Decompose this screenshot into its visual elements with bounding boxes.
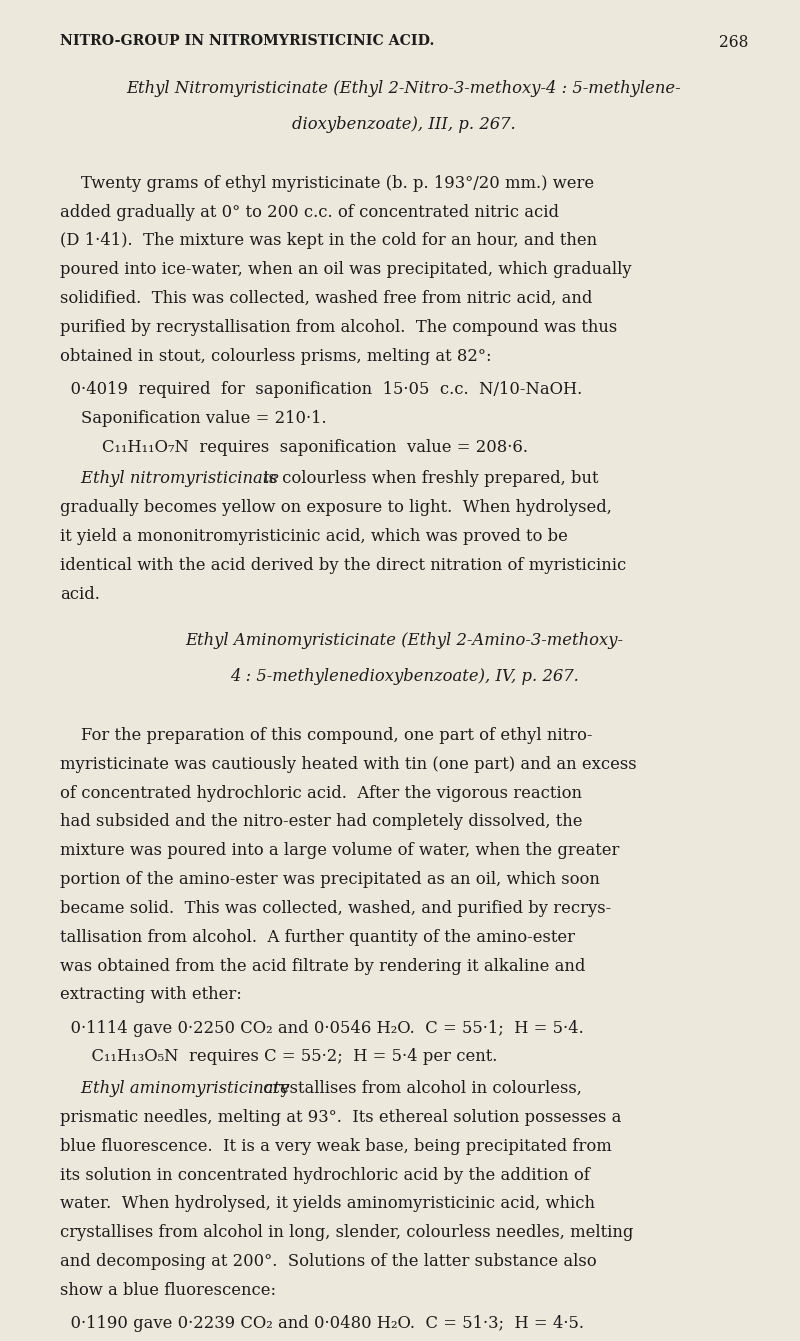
Text: blue fluorescence.  It is a very weak base, being precipitated from: blue fluorescence. It is a very weak bas… <box>60 1137 612 1155</box>
Text: 4 : 5-methylenedioxybenzoate), IV, p. 267.: 4 : 5-methylenedioxybenzoate), IV, p. 26… <box>230 668 578 685</box>
Text: Saponification value = 210·1.: Saponification value = 210·1. <box>60 410 326 426</box>
Text: had subsided and the nitro-ester had completely dissolved, the: had subsided and the nitro-ester had com… <box>60 814 582 830</box>
Text: it yield a mononitromyristicinic acid, which was proved to be: it yield a mononitromyristicinic acid, w… <box>60 528 568 544</box>
Text: NITRO-GROUP IN NITROMYRISTICINIC ACID.: NITRO-GROUP IN NITROMYRISTICINIC ACID. <box>60 34 434 47</box>
Text: crystallises from alcohol in colourless,: crystallises from alcohol in colourless, <box>258 1080 582 1097</box>
Text: C₁₁H₁₁O₇N  requires  saponification  value = 208·6.: C₁₁H₁₁O₇N requires saponification value … <box>60 439 528 456</box>
Text: Twenty grams of ethyl myristicinate (b. p. 193°/20 mm.) were: Twenty grams of ethyl myristicinate (b. … <box>60 174 594 192</box>
Text: myristicinate was cautiously heated with tin (one part) and an excess: myristicinate was cautiously heated with… <box>60 756 637 772</box>
Text: was obtained from the acid filtrate by rendering it alkaline and: was obtained from the acid filtrate by r… <box>60 957 586 975</box>
Text: of concentrated hydrochloric acid.  After the vigorous reaction: of concentrated hydrochloric acid. After… <box>60 784 582 802</box>
Text: purified by recrystallisation from alcohol.  The compound was thus: purified by recrystallisation from alcoh… <box>60 319 618 337</box>
Text: 0·1114 gave 0·2250 CO₂ and 0·0546 H₂O.  C = 55·1;  H = 5·4.: 0·1114 gave 0·2250 CO₂ and 0·0546 H₂O. C… <box>60 1019 584 1037</box>
Text: mixture was poured into a large volume of water, when the greater: mixture was poured into a large volume o… <box>60 842 619 860</box>
Text: show a blue fluorescence:: show a blue fluorescence: <box>60 1282 276 1299</box>
Text: Ethyl nitromyristicinate: Ethyl nitromyristicinate <box>60 471 279 487</box>
Text: acid.: acid. <box>60 586 100 602</box>
Text: extracting with ether:: extracting with ether: <box>60 987 242 1003</box>
Text: obtained in stout, colourless prisms, melting at 82°:: obtained in stout, colourless prisms, me… <box>60 347 492 365</box>
Text: 268: 268 <box>718 34 748 51</box>
Text: gradually becomes yellow on exposure to light.  When hydrolysed,: gradually becomes yellow on exposure to … <box>60 499 612 516</box>
Text: dioxybenzoate), III, p. 267.: dioxybenzoate), III, p. 267. <box>292 115 516 133</box>
Text: 0·1190 gave 0·2239 CO₂ and 0·0480 H₂O.  C = 51·3;  H = 4·5.: 0·1190 gave 0·2239 CO₂ and 0·0480 H₂O. C… <box>60 1316 584 1332</box>
Text: its solution in concentrated hydrochloric acid by the addition of: its solution in concentrated hydrochlori… <box>60 1167 590 1184</box>
Text: prismatic needles, melting at 93°.  Its ethereal solution possesses a: prismatic needles, melting at 93°. Its e… <box>60 1109 622 1126</box>
Text: solidified.  This was collected, washed free from nitric acid, and: solidified. This was collected, washed f… <box>60 290 592 307</box>
Text: Ethyl aminomyristicinate: Ethyl aminomyristicinate <box>60 1080 290 1097</box>
Text: 0·4019  required  for  saponification  15·05  c.c.  N/10-NaOH.: 0·4019 required for saponification 15·05… <box>60 381 582 398</box>
Text: water.  When hydrolysed, it yields aminomyristicinic acid, which: water. When hydrolysed, it yields aminom… <box>60 1195 595 1212</box>
Text: Ethyl Aminomyristicinate (Ethyl 2-Amino-3-methoxy-: Ethyl Aminomyristicinate (Ethyl 2-Amino-… <box>185 632 623 649</box>
Text: identical with the acid derived by the direct nitration of myristicinic: identical with the acid derived by the d… <box>60 557 626 574</box>
Text: became solid.  This was collected, washed, and purified by recrys-: became solid. This was collected, washed… <box>60 900 611 917</box>
Text: For the preparation of this compound, one part of ethyl nitro-: For the preparation of this compound, on… <box>60 727 593 744</box>
Text: crystallises from alcohol in long, slender, colourless needles, melting: crystallises from alcohol in long, slend… <box>60 1224 634 1242</box>
Text: (D 1·41).  The mixture was kept in the cold for an hour, and then: (D 1·41). The mixture was kept in the co… <box>60 232 597 249</box>
Text: portion of the amino-ester was precipitated as an oil, which soon: portion of the amino-ester was precipita… <box>60 872 600 888</box>
Text: C₁₁H₁₃O₅N  requires C = 55·2;  H = 5·4 per cent.: C₁₁H₁₃O₅N requires C = 55·2; H = 5·4 per… <box>60 1049 498 1065</box>
Text: is colourless when freshly prepared, but: is colourless when freshly prepared, but <box>258 471 598 487</box>
Text: and decomposing at 200°.  Solutions of the latter substance also: and decomposing at 200°. Solutions of th… <box>60 1252 597 1270</box>
Text: added gradually at 0° to 200 c.c. of concentrated nitric acid: added gradually at 0° to 200 c.c. of con… <box>60 204 559 221</box>
Text: tallisation from alcohol.  A further quantity of the amino-ester: tallisation from alcohol. A further quan… <box>60 929 575 945</box>
Text: poured into ice-water, when an oil was precipitated, which gradually: poured into ice-water, when an oil was p… <box>60 261 632 279</box>
Text: Ethyl Nitromyristicinate (Ethyl 2-Nitro-3-methoxy-4 : 5-methylene-: Ethyl Nitromyristicinate (Ethyl 2-Nitro-… <box>126 79 682 97</box>
